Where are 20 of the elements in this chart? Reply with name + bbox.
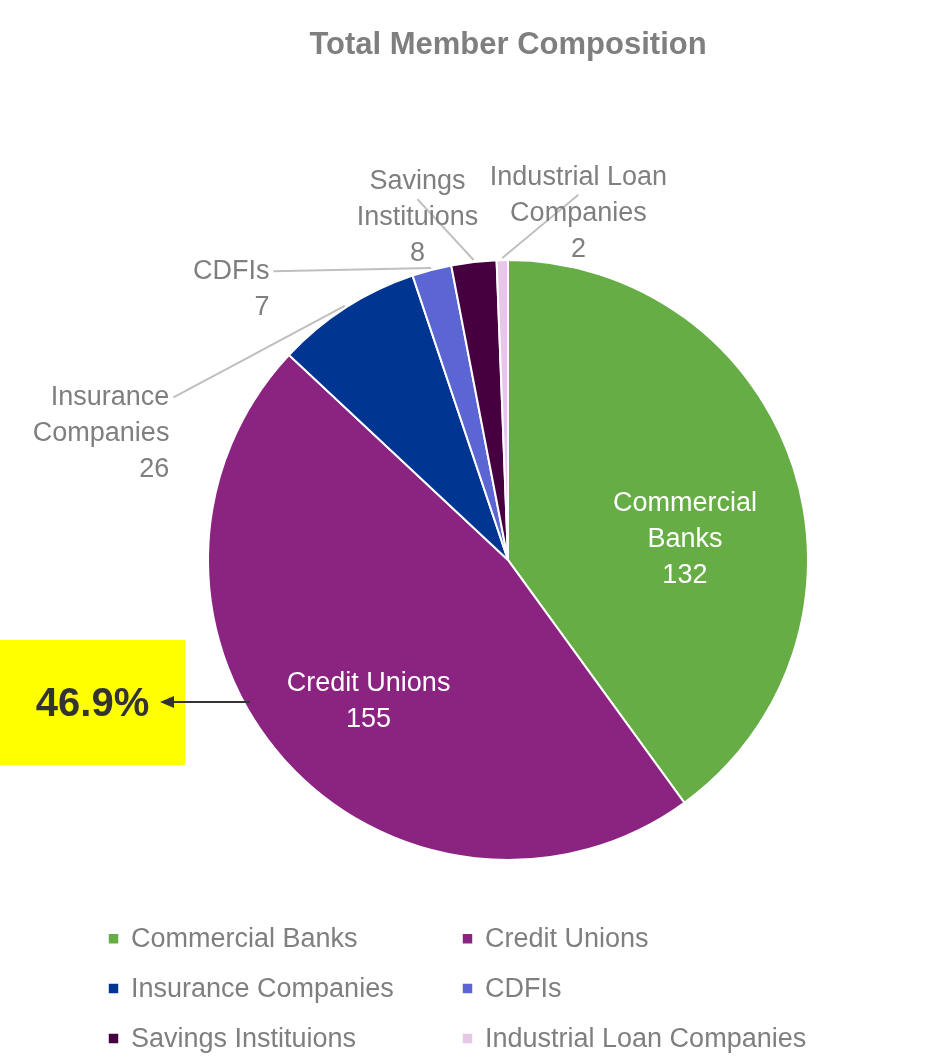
data-label: 132 [662,558,708,589]
callout-box: 46.9% [0,640,185,765]
legend-label: Credit Unions [485,922,649,953]
slice-label: Industrial Loan Companies [489,160,667,227]
data-label: 155 [346,703,392,734]
legend-label: Savings Instituions [131,1022,357,1053]
data-label: 8 [409,237,425,268]
slice-label: Insurance Companies [32,381,170,448]
slice-label: CDFIs [192,255,270,286]
legend-label: Insurance Companies [131,972,394,1003]
data-label: 2 [570,232,586,263]
legend-label: CDFIs [485,972,562,1003]
data-label: 7 [254,291,270,322]
slice-label: Credit Unions [286,667,451,698]
slice-label: Commercial Banks [612,486,757,553]
slice-label: Savings Instituions [356,165,479,232]
legend-label: Commercial Banks [131,922,358,953]
data-label: 26 [139,453,170,484]
chart-title: Total Member Composition [309,26,707,61]
legend-label: Industrial Loan Companies [485,1022,807,1053]
